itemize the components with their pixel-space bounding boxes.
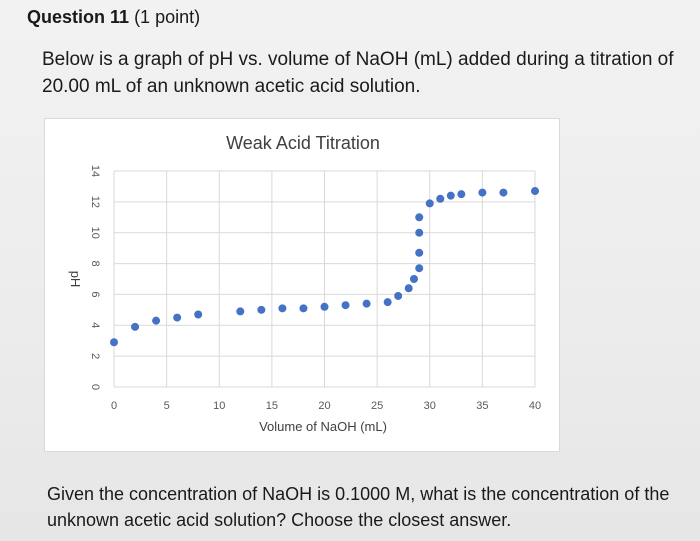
x-tick-label: 35 [476,400,488,412]
question-prompt: Below is a graph of pH vs. volume of NaO… [42,49,674,97]
data-point [341,301,350,310]
data-point [299,304,308,313]
x-tick-label: 5 [164,400,170,412]
chart-title: Weak Acid Titration [226,133,380,153]
x-tick-label: 0 [111,400,117,412]
x-tick-label: 15 [266,400,278,412]
data-point [415,264,424,273]
x-tick-label: 40 [529,400,541,412]
data-point [362,299,371,308]
data-point [131,322,140,331]
data-point [173,313,182,322]
data-point [194,310,203,319]
titration-chart: Weak Acid Titration 0 2 4 6 8 10 12 14 0 5 10 15 20… [44,118,560,452]
data-point [404,284,413,293]
data-points [110,187,539,347]
data-point [446,191,455,200]
question-title: Question 11 [27,7,130,27]
data-point [257,305,266,314]
data-point [415,248,424,257]
data-point [478,188,487,197]
data-point [383,298,392,307]
x-tick-label: 25 [371,400,383,412]
data-point [152,316,161,325]
y-tick-label: 10 [89,227,101,239]
y-tick-label: 8 [89,261,101,267]
data-point [457,190,466,199]
data-point [236,307,245,316]
x-axis-label: Volume of NaOH (mL) [259,419,387,434]
x-tick-label: 20 [318,400,330,412]
y-tick-label: 12 [89,196,101,208]
x-tick-label: 30 [424,400,436,412]
data-point [110,338,118,347]
data-point [436,194,445,203]
data-point [415,228,424,237]
y-tick-label: 0 [89,384,101,390]
chart-svg: Weak Acid Titration 0 2 4 6 8 10 12 14 0 5 10 15 20… [68,133,541,434]
data-point [499,188,508,197]
data-point [394,291,403,300]
data-point [425,199,434,208]
data-point [278,304,287,313]
y-axis-ticks: 0 2 4 6 8 10 12 14 [89,165,101,390]
y-axis-label: pH [68,271,83,288]
data-point [415,213,424,222]
data-point [531,187,539,196]
y-tick-label: 4 [89,322,101,328]
y-tick-label: 6 [89,291,101,297]
question-points: (1 point) [134,7,201,27]
data-point [409,275,418,283]
y-tick-label: 2 [89,353,101,359]
data-point [320,302,329,311]
y-tick-label: 14 [89,165,101,177]
x-axis-ticks: 0 5 10 15 20 25 30 35 40 [111,400,541,412]
x-tick-label: 10 [213,400,225,412]
question-followup: Given the concentration of NaOH is 0.100… [47,484,670,530]
chart-grid [113,170,536,388]
question-header: Question 11 (1 point) [27,7,200,28]
